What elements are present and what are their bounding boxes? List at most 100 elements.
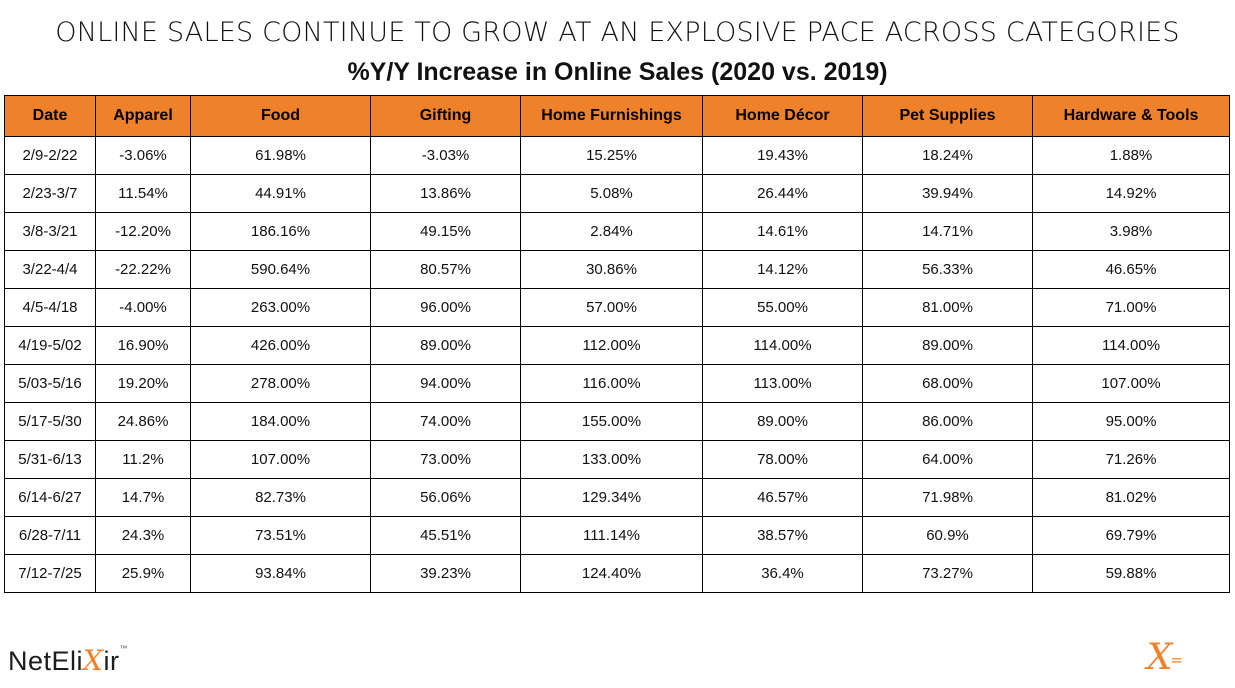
- value-cell-apparel: 25.9%: [95, 554, 191, 593]
- table-row: 6/28-7/11 24.3% 73.51% 45.51% 111.14% 38.57% 6…: [4, 516, 1230, 555]
- value-cell-gifting: 74.00%: [370, 402, 521, 441]
- value-cell-home-decor: 55.00%: [702, 288, 863, 327]
- page-headline: ONLINE SALES CONTINUE TO GROW AT AN EXPL…: [55, 17, 1180, 48]
- value-cell-pet-supplies: 14.71%: [862, 212, 1033, 251]
- value-cell-home-furnishings: 124.40%: [520, 554, 703, 593]
- date-cell: 2/23-3/7: [4, 174, 96, 213]
- table-row: 2/9-2/22 -3.06% 61.98% -3.03% 15.25% 19.43% 18…: [4, 136, 1230, 175]
- value-cell-food: 82.73%: [190, 478, 371, 517]
- value-cell-hardware-and-tools: 1.88%: [1032, 136, 1230, 175]
- value-cell-pet-supplies: 18.24%: [862, 136, 1033, 175]
- value-cell-home-furnishings: 30.86%: [520, 250, 703, 289]
- value-cell-home-furnishings: 2.84%: [520, 212, 703, 251]
- value-cell-gifting: 56.06%: [370, 478, 521, 517]
- value-cell-food: 93.84%: [190, 554, 371, 593]
- value-cell-home-furnishings: 155.00%: [520, 402, 703, 441]
- value-cell-food: 186.16%: [190, 212, 371, 251]
- value-cell-home-decor: 26.44%: [702, 174, 863, 213]
- column-header-pet-supplies: Pet Supplies: [862, 95, 1033, 137]
- brand-x-glyph: X: [1146, 637, 1173, 678]
- value-cell-food: 278.00%: [190, 364, 371, 403]
- value-cell-food: 184.00%: [190, 402, 371, 441]
- value-cell-hardware-and-tools: 81.02%: [1032, 478, 1230, 517]
- logo-x-glyph: X: [83, 644, 104, 677]
- value-cell-food: 590.64%: [190, 250, 371, 289]
- date-cell: 5/03-5/16: [4, 364, 96, 403]
- value-cell-gifting: 49.15%: [370, 212, 521, 251]
- sales-table: Date Apparel Food Gifting Home Furnishings Ho…: [4, 95, 1230, 593]
- date-cell: 5/17-5/30: [4, 402, 96, 441]
- date-cell: 2/9-2/22: [4, 136, 96, 175]
- value-cell-hardware-and-tools: 69.79%: [1032, 516, 1230, 555]
- value-cell-hardware-and-tools: 114.00%: [1032, 326, 1230, 365]
- table-row: 4/19-5/02 16.90% 426.00% 89.00% 112.00% 114.0…: [4, 326, 1230, 365]
- value-cell-hardware-and-tools: 3.98%: [1032, 212, 1230, 251]
- date-cell: 5/31-6/13: [4, 440, 96, 479]
- value-cell-hardware-and-tools: 95.00%: [1032, 402, 1230, 441]
- column-header-hardware-and-tools: Hardware & Tools: [1032, 95, 1230, 137]
- value-cell-apparel: -3.06%: [95, 136, 191, 175]
- brand-x-eq: =: [1170, 651, 1183, 669]
- value-cell-pet-supplies: 64.00%: [862, 440, 1033, 479]
- value-cell-apparel: -12.20%: [95, 212, 191, 251]
- logo-suffix: ir: [103, 646, 120, 676]
- value-cell-home-decor: 19.43%: [702, 136, 863, 175]
- table-row: 5/03-5/16 19.20% 278.00% 94.00% 116.00% 113.0…: [4, 364, 1230, 403]
- column-header-home-furnishings: Home Furnishings: [520, 95, 703, 137]
- value-cell-apparel: 11.54%: [95, 174, 191, 213]
- date-cell: 6/28-7/11: [4, 516, 96, 555]
- value-cell-home-furnishings: 57.00%: [520, 288, 703, 327]
- value-cell-apparel: 16.90%: [95, 326, 191, 365]
- column-header-apparel: Apparel: [95, 95, 191, 137]
- value-cell-home-furnishings: 5.08%: [520, 174, 703, 213]
- column-header-food: Food: [190, 95, 371, 137]
- value-cell-food: 426.00%: [190, 326, 371, 365]
- table-header-row: Date Apparel Food Gifting Home Furnishings Ho…: [4, 95, 1230, 137]
- value-cell-home-decor: 46.57%: [702, 478, 863, 517]
- value-cell-pet-supplies: 89.00%: [862, 326, 1033, 365]
- value-cell-pet-supplies: 56.33%: [862, 250, 1033, 289]
- value-cell-hardware-and-tools: 14.92%: [1032, 174, 1230, 213]
- value-cell-hardware-and-tools: 46.65%: [1032, 250, 1230, 289]
- table-title: %Y/Y Increase in Online Sales (2020 vs. …: [347, 58, 888, 86]
- table-row: 5/17-5/30 24.86% 184.00% 74.00% 155.00% 89.00…: [4, 402, 1230, 441]
- value-cell-food: 107.00%: [190, 440, 371, 479]
- value-cell-home-furnishings: 111.14%: [520, 516, 703, 555]
- value-cell-gifting: 96.00%: [370, 288, 521, 327]
- value-cell-apparel: 19.20%: [95, 364, 191, 403]
- value-cell-home-decor: 113.00%: [702, 364, 863, 403]
- column-header-home-decor: Home Décor: [702, 95, 863, 137]
- column-header-gifting: Gifting: [370, 95, 521, 137]
- value-cell-pet-supplies: 68.00%: [862, 364, 1033, 403]
- table-row: 6/14-6/27 14.7% 82.73% 56.06% 129.34% 46.57% 7…: [4, 478, 1230, 517]
- value-cell-home-furnishings: 133.00%: [520, 440, 703, 479]
- table-row: 3/22-4/4 -22.22% 590.64% 80.57% 30.86% 14.12%…: [4, 250, 1230, 289]
- value-cell-home-decor: 78.00%: [702, 440, 863, 479]
- date-cell: 4/5-4/18: [4, 288, 96, 327]
- value-cell-pet-supplies: 73.27%: [862, 554, 1033, 593]
- value-cell-apparel: -22.22%: [95, 250, 191, 289]
- column-header-date: Date: [4, 95, 96, 137]
- value-cell-pet-supplies: 81.00%: [862, 288, 1033, 327]
- value-cell-gifting: 13.86%: [370, 174, 521, 213]
- date-cell: 3/8-3/21: [4, 212, 96, 251]
- table-row: 3/8-3/21 -12.20% 186.16% 49.15% 2.84% 14.61% 1…: [4, 212, 1230, 251]
- date-cell: 3/22-4/4: [4, 250, 96, 289]
- value-cell-gifting: 94.00%: [370, 364, 521, 403]
- netelixir-logo: NetEliXir™: [8, 644, 128, 677]
- value-cell-apparel: -4.00%: [95, 288, 191, 327]
- value-cell-home-furnishings: 116.00%: [520, 364, 703, 403]
- logo-trademark: ™: [119, 644, 128, 653]
- value-cell-pet-supplies: 60.9%: [862, 516, 1033, 555]
- value-cell-gifting: 73.00%: [370, 440, 521, 479]
- brand-x-mark-icon: X=: [1147, 640, 1183, 678]
- value-cell-gifting: 80.57%: [370, 250, 521, 289]
- value-cell-apparel: 24.86%: [95, 402, 191, 441]
- value-cell-food: 44.91%: [190, 174, 371, 213]
- table-row: 4/5-4/18 -4.00% 263.00% 96.00% 57.00% 55.00% 8…: [4, 288, 1230, 327]
- value-cell-home-furnishings: 15.25%: [520, 136, 703, 175]
- value-cell-apparel: 11.2%: [95, 440, 191, 479]
- table-row: 5/31-6/13 11.2% 107.00% 73.00% 133.00% 78.00%…: [4, 440, 1230, 479]
- value-cell-home-decor: 36.4%: [702, 554, 863, 593]
- value-cell-home-decor: 14.12%: [702, 250, 863, 289]
